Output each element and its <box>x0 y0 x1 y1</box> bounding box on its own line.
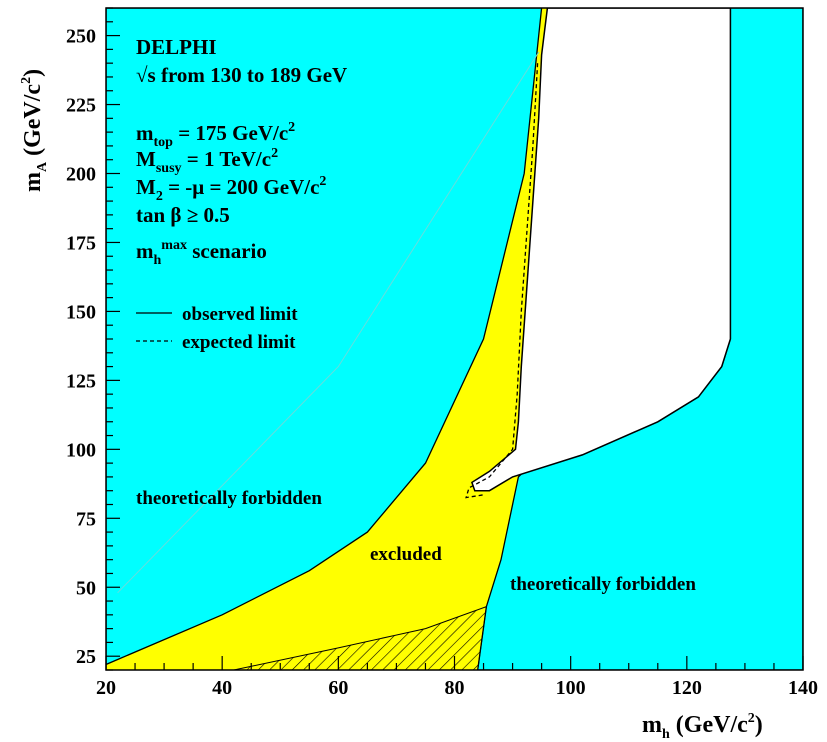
legend-observed-label: observed limit <box>182 304 298 325</box>
x-tick-label: 80 <box>445 677 465 699</box>
x-tick-label: 140 <box>788 677 818 699</box>
tanbeta-label: tan β ≥ 0.5 <box>136 203 230 227</box>
y-tick-label: 125 <box>66 370 96 392</box>
x-tick-label: 100 <box>556 677 586 699</box>
y-tick-label: 75 <box>76 508 96 530</box>
x-tick-label: 120 <box>672 677 702 699</box>
experiment-label: DELPHI <box>136 35 217 59</box>
legend-expected-label: expected limit <box>182 332 296 353</box>
y-tick-label: 250 <box>66 26 96 48</box>
excluded-label: excluded <box>370 544 442 565</box>
energy-label: √s from 130 to 189 GeV <box>136 63 347 87</box>
y-tick-label: 175 <box>66 232 96 254</box>
x-tick-label: 20 <box>96 677 116 699</box>
x-axis-title: mh (GeV/c2) <box>642 711 763 742</box>
y-tick-label: 100 <box>66 439 96 461</box>
y-tick-label: 50 <box>76 577 96 599</box>
y-tick-label: 200 <box>66 164 96 186</box>
x-tick-label: 60 <box>328 677 348 699</box>
forbidden-right-label: theoretically forbidden <box>510 574 696 595</box>
x-tick-label: 40 <box>212 677 232 699</box>
forbidden-left-label: theoretically forbidden <box>136 488 322 509</box>
y-axis-title: mA (GeV/c2) <box>19 69 50 192</box>
y-tick-label: 25 <box>76 646 96 668</box>
y-tick-label: 150 <box>66 301 96 323</box>
y-tick-label: 225 <box>66 95 96 117</box>
